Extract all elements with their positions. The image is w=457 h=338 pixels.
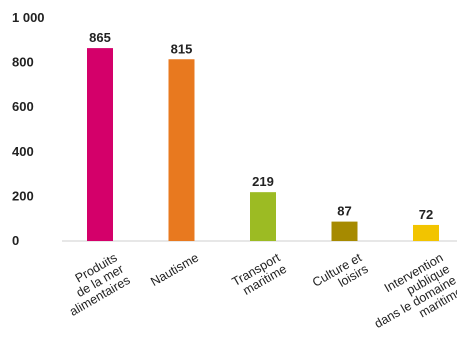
category-label: Culture etloisirs (310, 250, 371, 301)
data-label: 87 (337, 204, 351, 219)
data-labels-group: 865 815 219 87 72 (89, 30, 433, 222)
y-axis: 0 200 400 600 800 1 000 (12, 10, 45, 248)
y-tick-label: 800 (12, 55, 34, 70)
bar (331, 221, 358, 241)
y-tick-label: 0 (12, 233, 19, 248)
y-tick-label: 600 (12, 99, 34, 114)
bar (250, 192, 276, 241)
bar (87, 48, 113, 242)
bar (413, 224, 439, 241)
y-tick-label: 1 000 (12, 10, 45, 25)
y-tick-label: 200 (12, 188, 34, 203)
data-label: 219 (252, 174, 274, 189)
category-label: Nautisme (148, 250, 201, 289)
category-label: Interventionpubliquedans le domainemarit… (359, 250, 457, 338)
data-label: 72 (419, 207, 433, 222)
data-label: 815 (171, 41, 193, 56)
bar (168, 59, 195, 241)
category-label-line: Nautisme (148, 250, 201, 289)
data-label: 865 (89, 30, 111, 45)
category-label: Transportmaritime (230, 250, 290, 300)
bars-group (87, 48, 439, 242)
y-tick-label: 400 (12, 144, 34, 159)
category-labels-group: Produitsde la meralimentaires Nautisme Tra… (54, 250, 457, 338)
category-label: Produitsde la meralimentaires (54, 250, 132, 318)
